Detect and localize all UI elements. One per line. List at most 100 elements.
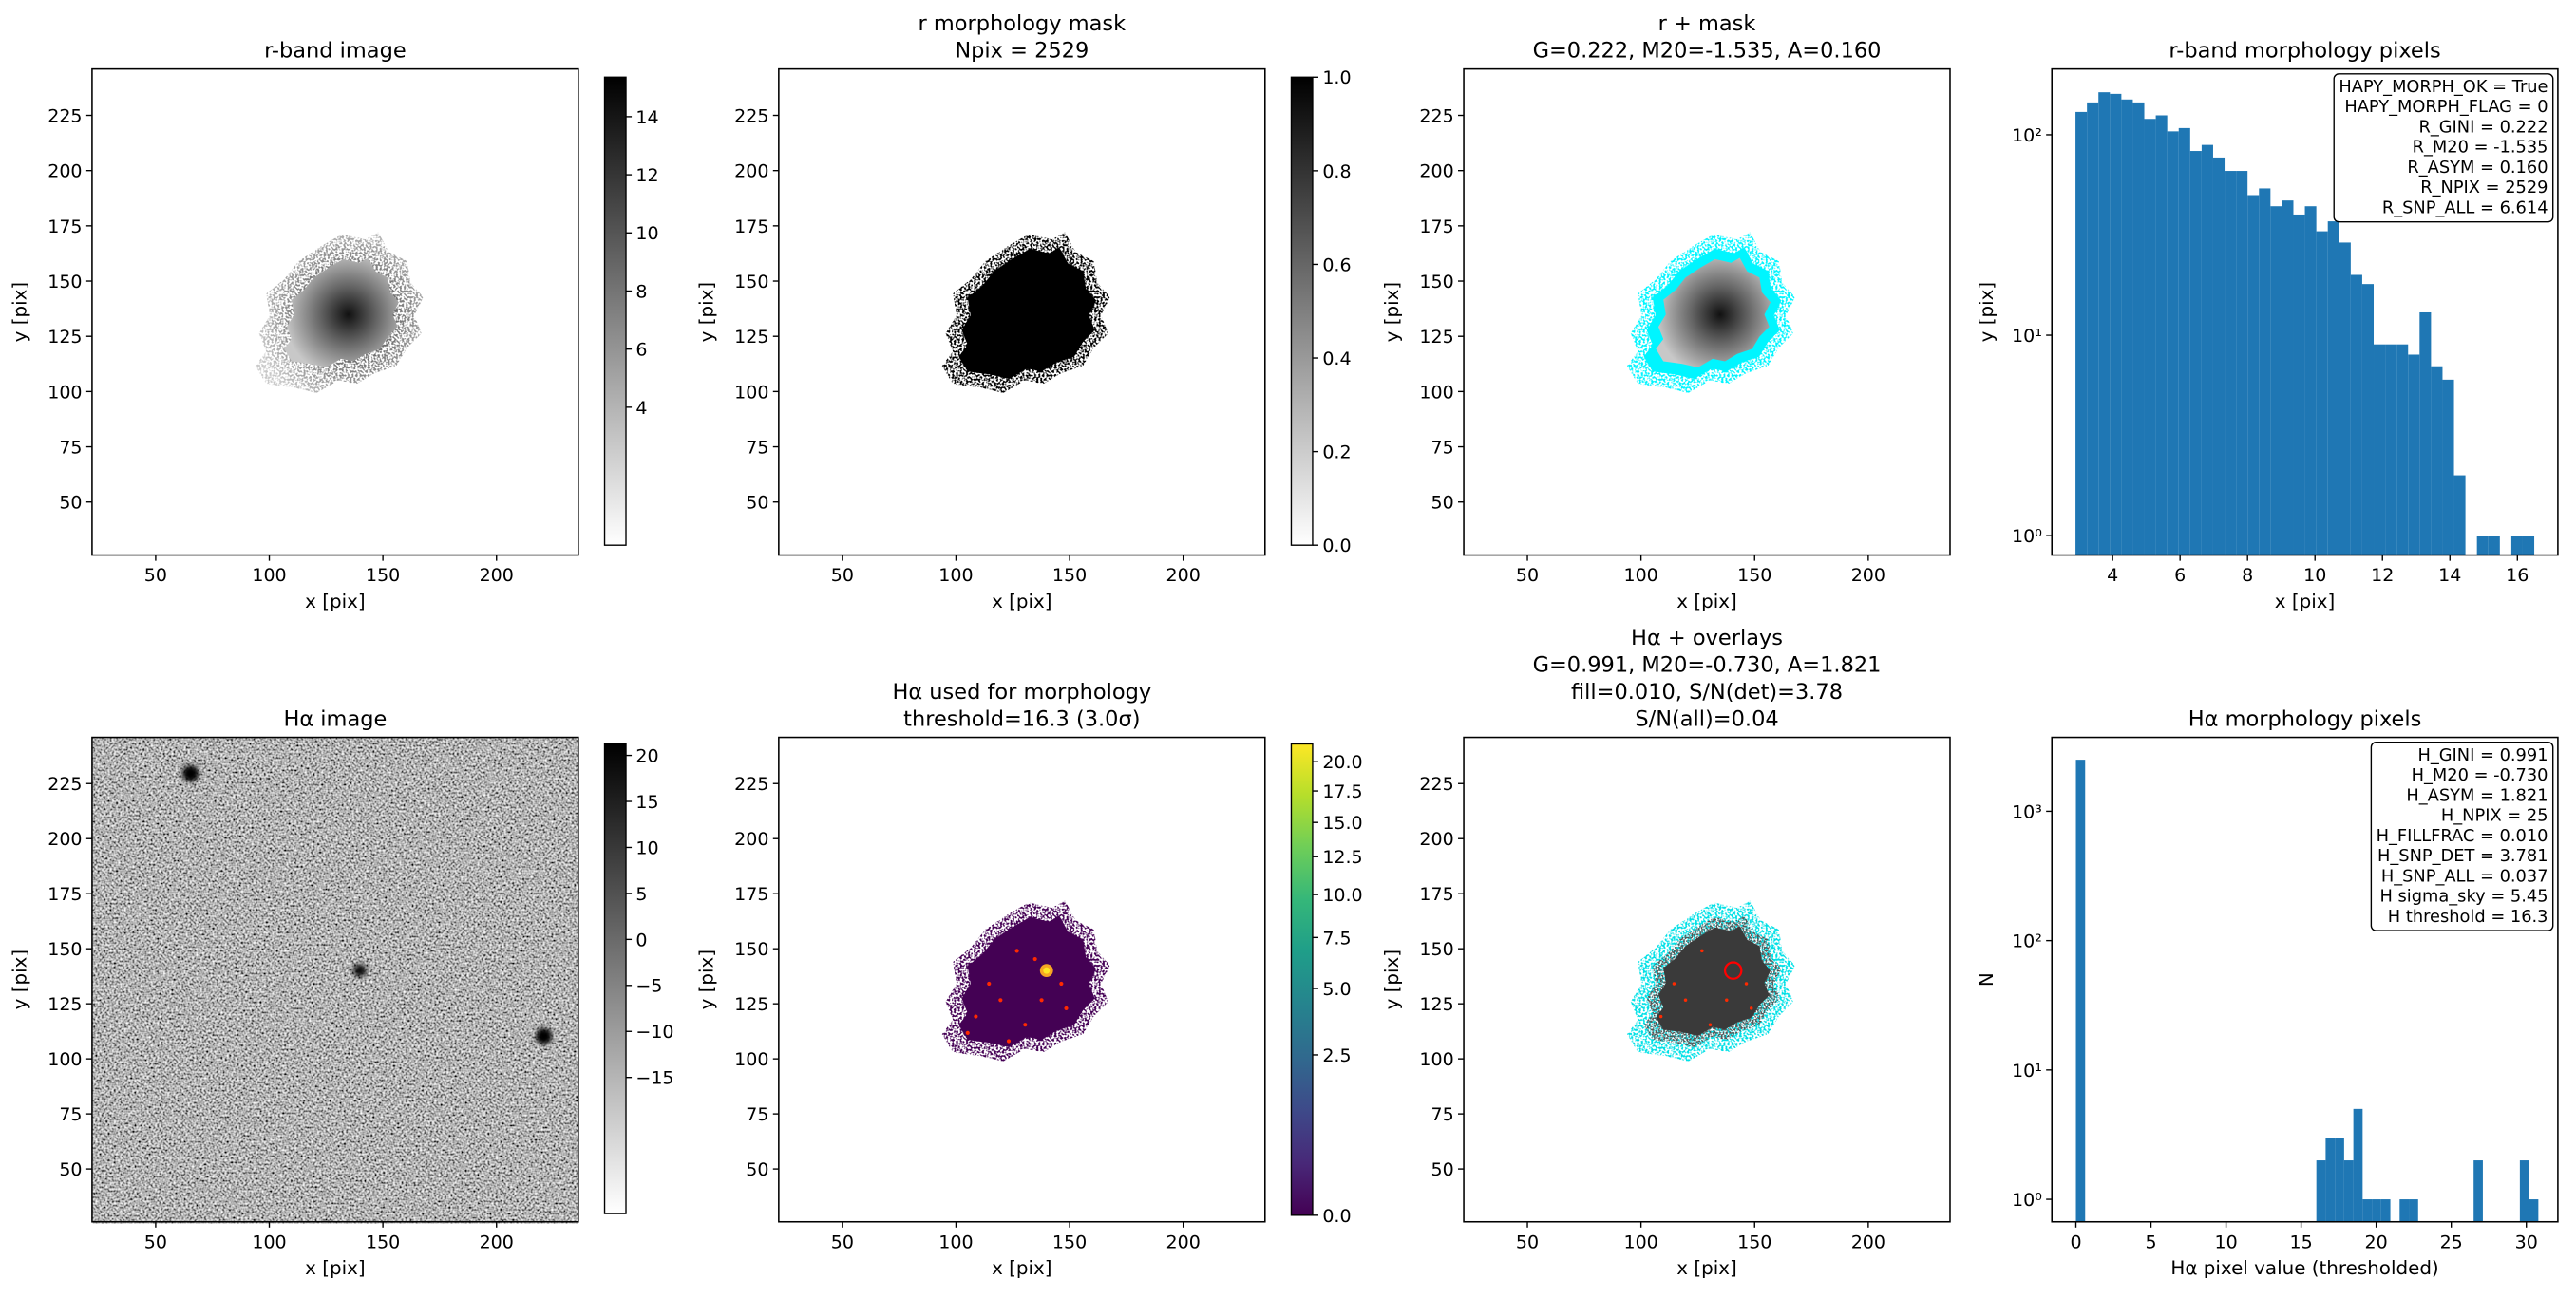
panel-title: r-band morphology pixels — [2169, 39, 2440, 64]
panel-title: G=0.991, M20=-0.730, A=1.821 — [1533, 652, 1882, 677]
y-tick-label: 10³ — [2012, 801, 2042, 822]
x-tick-label: 150 — [366, 565, 400, 586]
y-tick-label: 50 — [746, 1159, 768, 1180]
y-tick-label: 200 — [1419, 829, 1453, 850]
hist-bar — [2385, 344, 2397, 555]
y-tick-label: 75 — [1430, 1104, 1453, 1125]
x-tick-label: 100 — [252, 1232, 286, 1252]
colorbar-tick-label: 20 — [635, 745, 658, 766]
x-tick-label: 25 — [2440, 1232, 2463, 1252]
colorbar-tick-label: 10 — [635, 223, 658, 244]
y-tick-label: 100 — [1419, 1049, 1453, 1070]
x-tick-label: 50 — [144, 1232, 167, 1252]
colorbar-tick-label: 0.8 — [1322, 161, 1351, 182]
hist-bar — [2282, 200, 2294, 555]
axes-frame — [1463, 67, 1951, 556]
x-tick-label: 30 — [2515, 1232, 2538, 1252]
colorbar-tick-label: 0.2 — [1322, 442, 1351, 463]
y-axis-label: y [pix] — [9, 950, 31, 1009]
y-tick-label: 125 — [47, 994, 82, 1015]
annotation-line: H_M20 = -0.730 — [2412, 765, 2548, 785]
mask-image — [941, 232, 1110, 393]
y-tick-label: 175 — [734, 216, 768, 237]
x-tick-label: 50 — [831, 1232, 854, 1252]
hist-bar — [2473, 1160, 2483, 1222]
panel-title: S/N(all)=0.04 — [1635, 706, 1778, 731]
annotation-line: H_SNP_ALL = 0.037 — [2381, 866, 2548, 886]
x-tick-label: 0 — [2070, 1232, 2081, 1252]
y-tick-label: 150 — [47, 272, 82, 292]
hist-bar — [2399, 1199, 2410, 1222]
axes-frame — [91, 67, 579, 556]
y-axis-label: N — [1976, 972, 1998, 987]
colorbar-tick-label: 17.5 — [1322, 781, 1362, 802]
hist-bar — [2247, 195, 2260, 555]
colorbar-tick-label: 10.0 — [1322, 885, 1362, 906]
x-axis-label: x [pix] — [305, 591, 366, 612]
colorbar-tick-label: −15 — [635, 1068, 673, 1089]
y-tick-label: 225 — [1419, 774, 1453, 795]
hist-bar — [2236, 171, 2248, 555]
x-axis-label: x [pix] — [992, 591, 1052, 612]
annotation-line: H_GINI = 0.991 — [2417, 745, 2548, 765]
hist-bar — [2316, 231, 2328, 555]
halpha-morph-image — [941, 900, 1110, 1062]
colorbar-tick-label: 5.0 — [1322, 979, 1351, 1000]
annotation-line: R_GINI = 0.222 — [2418, 117, 2548, 137]
colorbar-tick-label: 5 — [635, 884, 647, 905]
hist-bar — [2361, 284, 2375, 555]
y-axis-label: y [pix] — [1381, 282, 1403, 342]
x-tick-label: 100 — [1624, 1232, 1658, 1252]
y-tick-label: 100 — [47, 1049, 82, 1070]
annotation-line: R_NPIX = 2529 — [2420, 178, 2548, 198]
hist-bar — [2335, 1138, 2344, 1222]
panel-title: r-band image — [264, 39, 407, 64]
colorbar-tick-label: −5 — [635, 976, 662, 997]
x-tick-label: 4 — [2107, 565, 2118, 586]
y-tick-label: 125 — [734, 327, 768, 348]
x-tick-label: 8 — [2242, 565, 2253, 586]
hist-bar — [2419, 311, 2432, 555]
y-tick-label: 200 — [734, 829, 768, 850]
y-tick-label: 10² — [2012, 125, 2042, 146]
axes-frame — [778, 736, 1266, 1223]
colorbar — [1290, 743, 1314, 1216]
x-tick-label: 6 — [2174, 565, 2186, 586]
axes-frame — [1463, 736, 1951, 1223]
hist-bar — [2121, 99, 2133, 555]
hist-bar — [2325, 1138, 2336, 1222]
annotation-line: H_ASYM = 1.821 — [2406, 785, 2548, 805]
annotation-line: R_M20 = -1.535 — [2413, 138, 2548, 158]
annotation-line: R_SNP_ALL = 6.614 — [2382, 198, 2548, 217]
hist-bar — [2189, 151, 2202, 555]
panel-title: Npix = 2529 — [955, 39, 1089, 64]
panel-title: fill=0.010, S/N(det)=3.78 — [1571, 680, 1843, 705]
annotation-line: HAPY_MORPH_FLAG = 0 — [2344, 97, 2548, 117]
annotation-line: H sigma_sky = 5.45 — [2379, 887, 2548, 907]
x-axis-label: x [pix] — [2275, 591, 2336, 612]
y-tick-label: 50 — [746, 493, 768, 514]
colorbar-tick-label: 6 — [635, 340, 647, 361]
x-axis-label: Hα pixel value (thresholded) — [2170, 1257, 2438, 1279]
annotation-frame — [2333, 73, 2554, 223]
x-tick-label: 12 — [2371, 565, 2394, 586]
colorbar-tick-label: 14 — [635, 107, 658, 128]
y-tick-label: 75 — [59, 1104, 82, 1125]
y-tick-label: 200 — [1419, 161, 1453, 182]
colorbar-tick-label: 12.5 — [1322, 847, 1362, 868]
colorbar-tick-label: 4 — [635, 398, 647, 419]
y-axis-label: y [pix] — [696, 950, 718, 1010]
halpha-overlay-image — [1626, 900, 1795, 1062]
hist-bar — [2110, 93, 2122, 555]
colorbar-tick-label: 0.4 — [1322, 348, 1351, 369]
y-axis-label: y [pix] — [1976, 282, 1998, 342]
y-axis-label: y [pix] — [9, 282, 31, 343]
y-tick-label: 10⁰ — [2012, 1190, 2042, 1211]
hist-bar — [2431, 366, 2443, 555]
x-axis-label: x [pix] — [305, 1257, 366, 1279]
x-tick-label: 14 — [2438, 565, 2461, 586]
halpha-image — [91, 737, 578, 1224]
y-tick-label: 175 — [1419, 216, 1453, 237]
x-tick-label: 100 — [938, 1232, 973, 1252]
